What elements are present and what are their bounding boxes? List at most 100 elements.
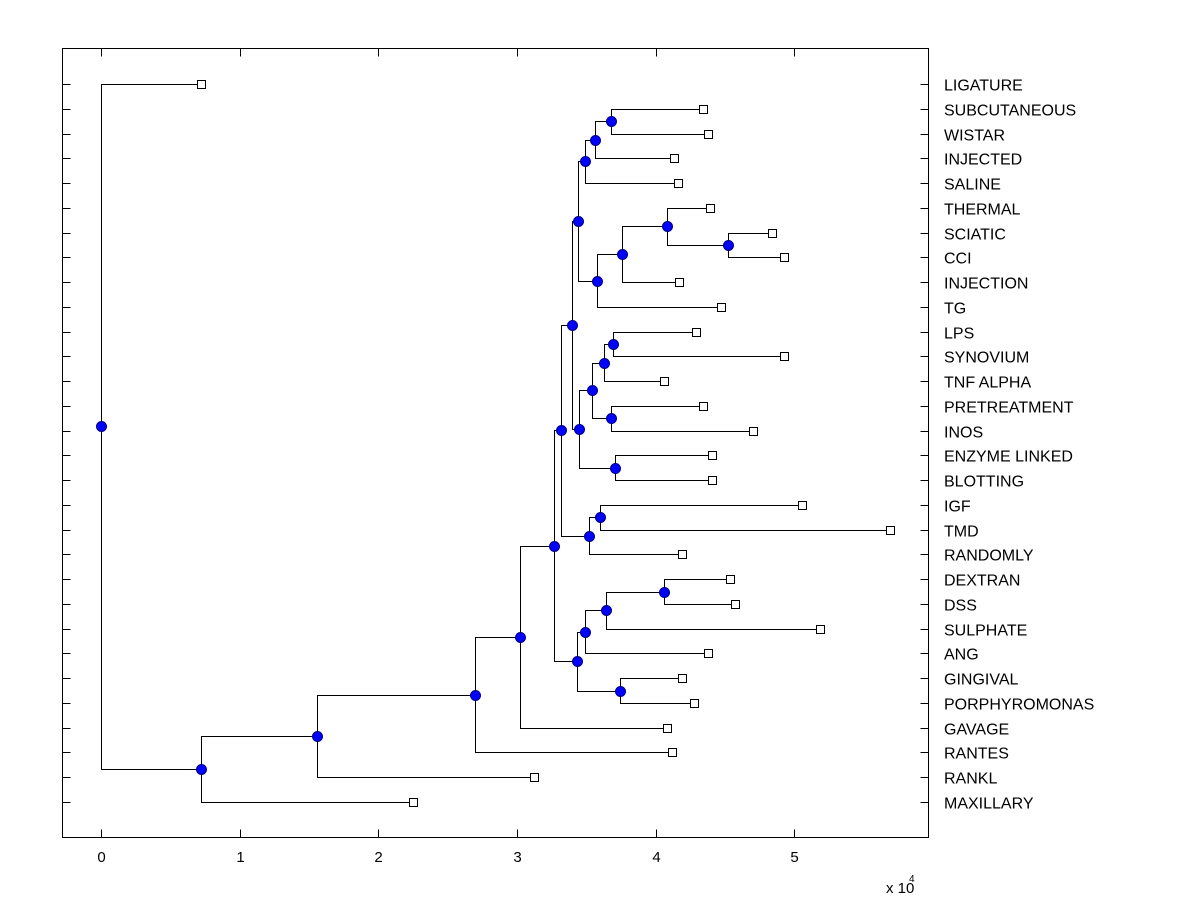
dendrogram-link <box>577 661 621 692</box>
cluster-node <box>580 627 591 638</box>
leaf-label: CCI <box>944 251 972 268</box>
leaf-node <box>699 105 708 114</box>
leaf-node <box>530 773 539 782</box>
leaf-node <box>678 550 687 559</box>
leaf-label: LPS <box>944 326 974 343</box>
leaf-label: BLOTTING <box>944 474 1024 491</box>
leaf-label: ANG <box>944 647 979 664</box>
dendrogram-link <box>585 632 709 654</box>
leaf-label: THERMAL <box>944 202 1021 219</box>
leaf-node <box>798 501 807 510</box>
cluster-node <box>617 249 628 260</box>
leaf-label: MAXILLARY <box>944 796 1034 813</box>
cluster-node <box>573 216 584 227</box>
leaf-label: ENZYME LINKED <box>944 449 1073 466</box>
leaf-node <box>780 253 789 262</box>
x-tick-label: 5 <box>790 849 798 866</box>
cluster-node <box>590 135 601 146</box>
dendrogram-link <box>554 546 578 662</box>
cluster-node <box>574 424 585 435</box>
leaf-node <box>706 204 715 213</box>
leaf-label: INJECTED <box>944 152 1022 169</box>
leaf-label: PRETREATMENT <box>944 400 1074 417</box>
x-tick-label: 1 <box>236 849 244 866</box>
leaf-node <box>670 154 679 163</box>
leaf-label: DEXTRAN <box>944 573 1020 590</box>
cluster-node <box>615 686 626 697</box>
leaf-node <box>660 377 669 386</box>
leaf-node <box>409 798 418 807</box>
cluster-node <box>470 690 481 701</box>
leaf-label: SALINE <box>944 177 1001 194</box>
leaf-node <box>674 179 683 188</box>
leaf-node <box>197 80 206 89</box>
dendrogram-link <box>317 695 476 737</box>
cluster-node <box>606 413 617 424</box>
cluster-node <box>606 116 617 127</box>
leaf-node <box>704 130 713 139</box>
dendrogram-link <box>520 546 555 638</box>
x-tick-label: 3 <box>513 849 521 866</box>
dendrogram-link <box>578 221 598 282</box>
leaf-node <box>708 451 717 460</box>
leaf-label: SCIATIC <box>944 227 1006 244</box>
leaf-node <box>768 229 777 238</box>
cluster-node <box>567 320 578 331</box>
leaf-label: SULPHATE <box>944 623 1027 640</box>
cluster-node <box>592 276 603 287</box>
dendrogram-link <box>520 637 668 729</box>
leaf-node <box>668 748 677 757</box>
dendrogram-link <box>622 226 668 255</box>
cluster-node <box>723 240 734 251</box>
cluster-node <box>556 425 567 436</box>
cluster-node <box>584 531 595 542</box>
cluster-node <box>580 156 591 167</box>
x-tick-label: 2 <box>374 849 382 866</box>
cluster-node <box>312 731 323 742</box>
cluster-node <box>595 512 606 523</box>
leaf-node <box>663 724 672 733</box>
dendrogram-link <box>317 736 535 778</box>
leaf-node <box>780 352 789 361</box>
leaf-label: PORPHYROMONAS <box>944 697 1094 714</box>
leaf-label: TMD <box>944 524 979 541</box>
leaf-node <box>726 575 735 584</box>
cluster-node <box>599 358 610 369</box>
x-multiplier-label: x 10 <box>886 880 914 897</box>
leaf-label: RANKL <box>944 771 997 788</box>
leaf-node <box>704 649 713 658</box>
leaf-node <box>678 674 687 683</box>
leaf-label: INJECTION <box>944 276 1028 293</box>
dendrogram-link <box>101 426 202 770</box>
dendrogram-link <box>589 536 683 555</box>
dendrogram-link <box>597 281 722 308</box>
dendrogram-link <box>622 254 680 283</box>
cluster-node <box>549 541 560 552</box>
leaf-node <box>731 600 740 609</box>
leaf-node <box>886 526 895 535</box>
dendrogram-link <box>201 769 414 803</box>
x-multiplier-exponent: 4 <box>909 874 915 885</box>
dendrogram-link <box>667 208 711 227</box>
leaf-label: INOS <box>944 425 983 442</box>
leaf-label: LIGATURE <box>944 78 1023 95</box>
leaf-node <box>699 402 708 411</box>
leaf-label: RANDOMLY <box>944 548 1034 565</box>
cluster-node <box>587 385 598 396</box>
x-tick-label: 0 <box>97 849 105 866</box>
dendrogram-link <box>585 161 679 184</box>
leaf-node <box>749 427 758 436</box>
leaf-label: RANTES <box>944 746 1009 763</box>
dendrogram-link <box>101 84 202 427</box>
dendrogram-link <box>475 637 521 696</box>
cluster-node <box>601 605 612 616</box>
x-ticks: 0 1 2 3 4 5 <box>97 48 799 866</box>
dendrogram-link <box>597 254 623 282</box>
leaf-node <box>816 625 825 634</box>
leaf-label: TNF ALPHA <box>944 375 1031 392</box>
leaf-label: SYNOVIUM <box>944 350 1029 367</box>
cluster-node <box>662 221 673 232</box>
cluster-node <box>196 764 207 775</box>
leaf-label: TG <box>944 301 966 318</box>
dendrogram-link <box>606 592 665 611</box>
